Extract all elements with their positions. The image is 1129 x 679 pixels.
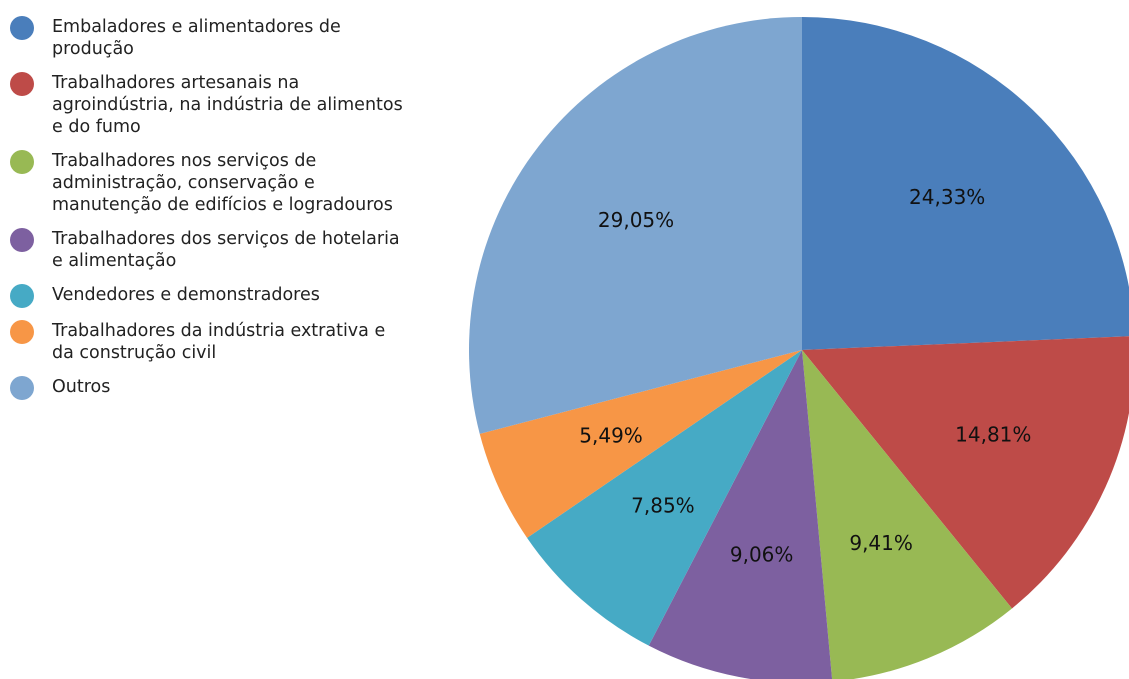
legend-label: Vendedores e demonstradores — [52, 285, 320, 305]
pie-slice — [802, 350, 1012, 679]
data-label: 9,41% — [849, 531, 913, 555]
legend-item: Trabalhadores dos serviços de hotelaria … — [10, 228, 430, 272]
data-label: 7,85% — [631, 494, 695, 518]
pie-slice — [479, 350, 802, 538]
legend-label: Trabalhadores nos serviços de administra… — [52, 151, 393, 215]
data-label: 24,33% — [909, 185, 985, 209]
data-label: 5,49% — [579, 423, 643, 447]
legend-item: Trabalhadores da indústria extrativa e d… — [10, 320, 430, 364]
legend-swatch — [10, 72, 34, 96]
legend-label: Trabalhadores dos serviços de hotelaria … — [52, 229, 400, 271]
legend-swatch — [10, 228, 34, 252]
pie-slice — [527, 350, 802, 646]
pie-slice — [802, 336, 1129, 609]
legend-swatch — [10, 150, 34, 174]
legend-item: Trabalhadores artesanais na agroindústri… — [10, 72, 430, 138]
legend: Embaladores e alimentadores de produção T… — [10, 16, 430, 412]
legend-swatch — [10, 16, 34, 40]
legend-item: Trabalhadores nos serviços de administra… — [10, 150, 430, 216]
legend-swatch — [10, 320, 34, 344]
data-label: 14,81% — [955, 423, 1031, 447]
legend-item: Vendedores e demonstradores — [10, 284, 430, 308]
data-label: 29,05% — [598, 208, 674, 232]
legend-swatch — [10, 284, 34, 308]
legend-item: Outros — [10, 376, 430, 400]
legend-swatch — [10, 376, 34, 400]
legend-label: Trabalhadores da indústria extrativa e d… — [52, 321, 386, 363]
legend-label: Trabalhadores artesanais na agroindústri… — [52, 73, 403, 137]
data-label: 9,06% — [730, 542, 794, 566]
legend-label: Outros — [52, 377, 111, 397]
legend-label: Embaladores e alimentadores de produção — [52, 17, 341, 59]
pie-slice — [802, 17, 1129, 350]
pie-slice — [469, 17, 802, 434]
legend-item: Embaladores e alimentadores de produção — [10, 16, 430, 60]
pie-slice — [648, 350, 833, 679]
